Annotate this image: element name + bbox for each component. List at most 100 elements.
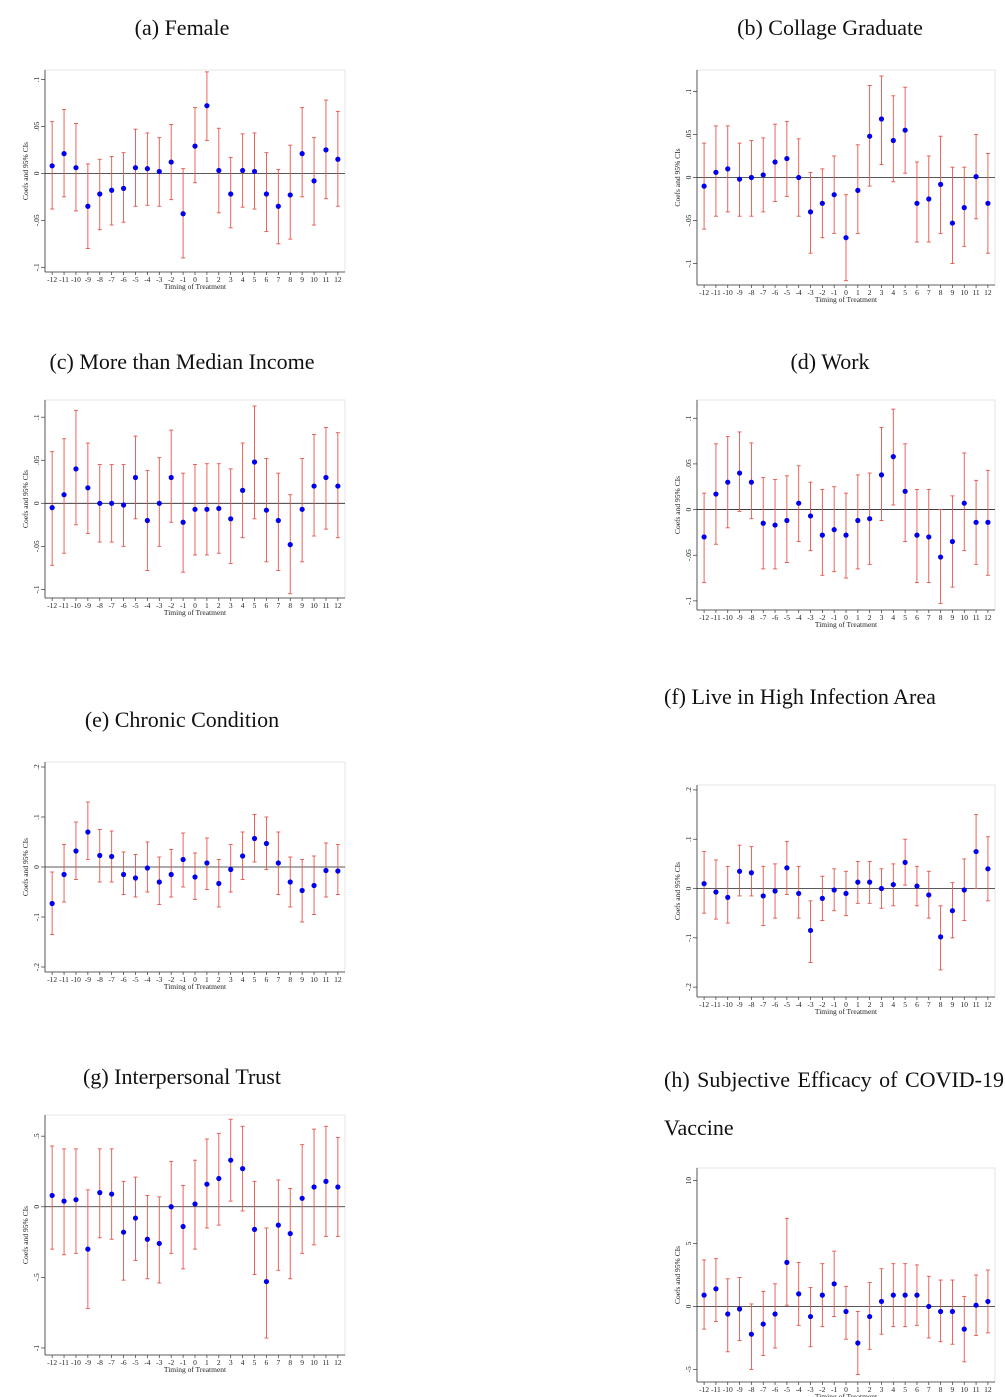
- point: [748, 870, 754, 876]
- x-tick-label: 3: [229, 601, 233, 610]
- point: [251, 1226, 258, 1232]
- x-tick-label: -2: [168, 275, 174, 284]
- x-tick-label: -9: [736, 1385, 742, 1394]
- point: [97, 852, 103, 859]
- y-tick-label: 0: [684, 175, 693, 179]
- x-tick-label: -3: [156, 275, 162, 284]
- x-tick-label: -9: [85, 275, 91, 284]
- point: [192, 874, 198, 880]
- point: [311, 882, 317, 889]
- x-tick-label: -3: [156, 975, 162, 984]
- point: [85, 1246, 91, 1252]
- point: [61, 871, 67, 878]
- x-tick-label: 7: [927, 1000, 931, 1009]
- x-tick-label: 4: [241, 601, 245, 610]
- point: [985, 519, 991, 525]
- point: [144, 517, 150, 524]
- x-tick-label: 3: [880, 1000, 884, 1009]
- point: [120, 871, 127, 878]
- x-tick-label: 10: [310, 275, 318, 284]
- point: [144, 1236, 150, 1242]
- y-tick-label: .5: [32, 1133, 41, 1139]
- point: [180, 856, 186, 863]
- y-tick-label: .1: [32, 76, 41, 82]
- x-tick-label: 10: [961, 613, 969, 622]
- x-tick-label: 9: [300, 1358, 304, 1367]
- point: [867, 1313, 873, 1320]
- point: [831, 527, 837, 533]
- point: [120, 502, 127, 508]
- x-tick-label: 5: [903, 288, 907, 297]
- point: [168, 871, 174, 878]
- x-tick-label: -5: [784, 613, 790, 622]
- x-tick-label: -7: [760, 288, 766, 297]
- point: [204, 860, 210, 866]
- x-tick-label: 5: [253, 275, 257, 284]
- point: [156, 168, 162, 175]
- point: [772, 1311, 778, 1317]
- x-tick-label: -4: [796, 1385, 802, 1394]
- point: [180, 519, 186, 525]
- point: [855, 1340, 861, 1346]
- x-tick-label: 0: [193, 975, 197, 984]
- point: [275, 1222, 281, 1228]
- y-tick-label: 5: [684, 1241, 693, 1245]
- point: [287, 542, 293, 548]
- x-tick-label: -11: [59, 1358, 69, 1367]
- point: [949, 220, 956, 226]
- y-tick-label: -.5: [32, 1273, 41, 1281]
- x-tick-label: 0: [193, 601, 197, 610]
- point: [240, 167, 246, 174]
- point: [49, 1192, 55, 1199]
- x-tick-label: 12: [984, 1000, 992, 1009]
- x-axis-title: Timing of Treatment: [815, 620, 878, 629]
- x-tick-label: 4: [891, 1385, 895, 1394]
- point: [772, 888, 778, 894]
- point: [819, 895, 825, 901]
- point: [961, 1326, 967, 1332]
- x-tick-label: -7: [760, 1000, 766, 1009]
- x-tick-label: 7: [927, 1385, 931, 1394]
- point: [204, 1181, 210, 1187]
- x-tick-label: -7: [760, 1385, 766, 1394]
- point: [772, 522, 778, 528]
- point: [902, 488, 908, 494]
- x-tick-label: -1: [180, 601, 186, 610]
- x-tick-label: -10: [71, 975, 81, 984]
- y-tick-label: .1: [684, 836, 693, 842]
- point: [819, 200, 825, 206]
- point: [109, 1191, 115, 1197]
- point: [938, 554, 944, 560]
- point: [855, 879, 861, 885]
- x-tick-label: -5: [132, 601, 138, 610]
- x-tick-label: 0: [844, 288, 848, 297]
- x-tick-label: 11: [322, 1358, 329, 1367]
- point: [192, 506, 198, 512]
- x-tick-label: -6: [120, 1358, 126, 1367]
- point: [263, 191, 270, 197]
- point: [843, 890, 849, 897]
- point: [192, 143, 198, 149]
- point: [890, 137, 896, 144]
- x-tick-label: 10: [961, 288, 969, 297]
- x-tick-label: -5: [132, 1358, 138, 1367]
- point: [784, 517, 790, 524]
- x-tick-label: 1: [205, 1358, 209, 1367]
- x-tick-label: -11: [59, 975, 69, 984]
- x-tick-label: 10: [961, 1385, 969, 1394]
- x-tick-label: 10: [310, 1358, 318, 1367]
- point: [73, 1197, 79, 1203]
- point: [216, 1175, 222, 1182]
- point: [985, 866, 991, 872]
- point: [73, 848, 79, 854]
- x-tick-label: -9: [736, 613, 742, 622]
- point: [902, 859, 908, 866]
- point: [867, 516, 873, 522]
- x-tick-label: 2: [217, 975, 221, 984]
- x-tick-label: 6: [915, 1385, 919, 1394]
- point: [902, 1292, 908, 1298]
- point: [228, 191, 234, 197]
- x-tick-label: -3: [807, 288, 813, 297]
